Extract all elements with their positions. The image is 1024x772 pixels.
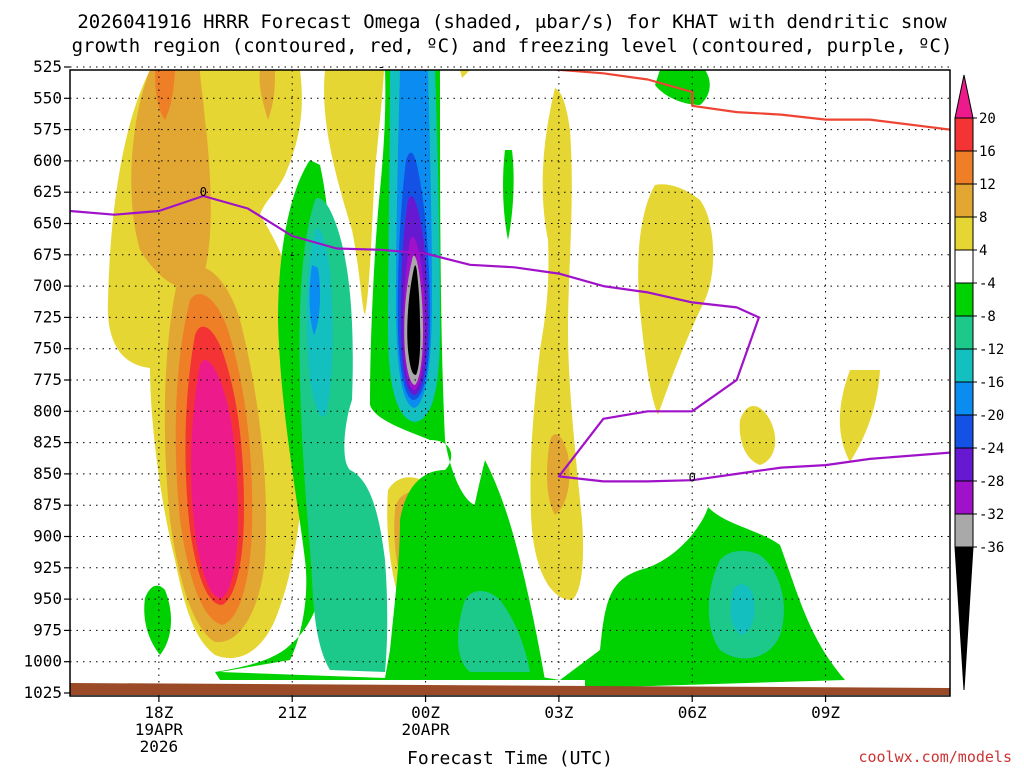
x-tick-label: 03Z — [544, 703, 573, 722]
colorbar-tick-label: 8 — [979, 210, 987, 226]
y-tick-label: 825 — [33, 433, 62, 452]
omega-region-sinking — [144, 585, 172, 655]
colorbar-swatch — [954, 348, 974, 383]
site-credit: coolwx.com/models — [858, 748, 1012, 766]
omega-contour-label: - — [289, 248, 296, 262]
colorbar-tick-label: -4 — [979, 276, 996, 292]
colorbar-swatch — [954, 117, 974, 152]
grid — [70, 66, 950, 696]
colorbar-tick-label: -16 — [979, 375, 1004, 391]
omega-shaded-field — [107, 70, 880, 688]
plot-frame — [69, 69, 951, 697]
omega-region-sinking — [458, 591, 530, 672]
omega-region-rising — [530, 88, 584, 600]
dendritic-snow-contour — [547, 70, 950, 131]
omega-region-sinking — [407, 265, 421, 375]
y-tick-label: 875 — [33, 495, 62, 514]
omega-region-sinking — [655, 70, 710, 105]
colorbar-tick-label: -28 — [979, 474, 1004, 490]
colorbar-swatch — [954, 381, 974, 416]
x-tick-label: 09Z — [811, 703, 840, 722]
colorbar: 20 16 12 8 4 -4 -8 -12 -16 -20 -24 -28 -32 -36 — [954, 74, 1004, 691]
terrain-fill — [70, 682, 950, 695]
x-tick-label: 18Z — [144, 703, 173, 722]
y-tick-label: 550 — [33, 88, 62, 107]
freezing-level-contour — [70, 194, 950, 483]
colorbar-swatch — [954, 183, 974, 218]
omega-contour-label: - — [377, 60, 384, 74]
x-tick-label: 20APR — [401, 720, 450, 739]
x-tick-label: 2026 — [140, 737, 179, 756]
omega-region-sinking — [730, 584, 755, 635]
y-tick-label: 700 — [33, 276, 62, 295]
omega-region-strong-rising — [191, 360, 238, 599]
colorbar-tick-label: 16 — [979, 144, 996, 160]
colorbar-tick-label: 20 — [979, 111, 996, 127]
y-tick-label: 600 — [33, 151, 62, 170]
y-tick-label: 1025 — [23, 683, 62, 702]
y-tick-label: 1000 — [23, 652, 62, 671]
omega-contour-label: 0 — [689, 471, 696, 485]
colorbar-swatch — [954, 480, 974, 515]
omega-region-strong-rising — [131, 70, 211, 288]
colorbar-swatch — [954, 282, 974, 317]
y-tick-label: 675 — [33, 245, 62, 264]
omega-contour-label: 0 — [200, 185, 207, 199]
colorbar-swatch — [954, 315, 974, 350]
y-tick-label: 925 — [33, 558, 62, 577]
terrain-surface — [70, 682, 950, 695]
x-axis-label: Forecast Time (UTC) — [407, 748, 613, 768]
y-tick-label: 750 — [33, 339, 62, 358]
omega-region-rising — [324, 70, 384, 315]
omega-region-rising — [739, 406, 776, 465]
colorbar-tick-label: 4 — [979, 243, 987, 259]
omega-region-strong-rising — [547, 434, 570, 515]
colorbar-tick-label: -8 — [979, 309, 996, 325]
colorbar-tick-label: -24 — [979, 441, 1004, 457]
chart-title: 2026041916 HRRR Forecast Omega (shaded, … — [77, 11, 947, 33]
omega-region-strong-rising — [155, 70, 175, 120]
y-tick-label: 525 — [33, 57, 62, 76]
chart-subtitle: growth region (contoured, red, ºC) and f… — [72, 35, 953, 57]
omega-region-rising — [460, 70, 470, 78]
y-tick-label: 800 — [33, 401, 62, 420]
y-tick-label: 900 — [33, 527, 62, 546]
x-tick-label: 06Z — [678, 703, 707, 722]
x-tick-label: 19APR — [135, 720, 184, 739]
colorbar-swatch — [954, 414, 974, 449]
colorbar-swatch — [954, 447, 974, 482]
colorbar-bottom-triangle — [954, 546, 974, 691]
y-tick-label: 575 — [33, 120, 62, 139]
y-tick-label: 775 — [33, 370, 62, 389]
y-axis: 525 550 575 600 625 650 675 700 725 750 775 800 825 8… — [23, 57, 70, 702]
y-tick-label: 850 — [33, 464, 62, 483]
colorbar-swatch — [954, 249, 974, 284]
y-tick-label: 975 — [33, 620, 62, 639]
y-tick-label: 725 — [33, 307, 62, 326]
colorbar-top-triangle — [954, 74, 974, 119]
contours — [70, 70, 950, 483]
x-tick-label: 00Z — [411, 703, 440, 722]
omega-region-rising — [839, 370, 880, 462]
colorbar-swatch — [954, 513, 974, 548]
omega-contour-labels: 0 - - 0 — [200, 60, 696, 485]
omega-region-strong-rising — [259, 70, 275, 120]
colorbar-swatch — [954, 150, 974, 185]
colorbar-tick-label: -20 — [979, 408, 1004, 424]
y-tick-label: 650 — [33, 214, 62, 233]
omega-region-sinking — [503, 150, 514, 240]
x-tick-label: 21Z — [278, 703, 307, 722]
colorbar-swatch — [954, 216, 974, 251]
y-tick-label: 950 — [33, 589, 62, 608]
y-tick-label: 625 — [33, 182, 62, 201]
colorbar-tick-label: 12 — [979, 177, 996, 193]
colorbar-tick-label: -32 — [979, 507, 1004, 523]
colorbar-tick-label: -12 — [979, 342, 1004, 358]
colorbar-tick-label: -36 — [979, 540, 1004, 556]
